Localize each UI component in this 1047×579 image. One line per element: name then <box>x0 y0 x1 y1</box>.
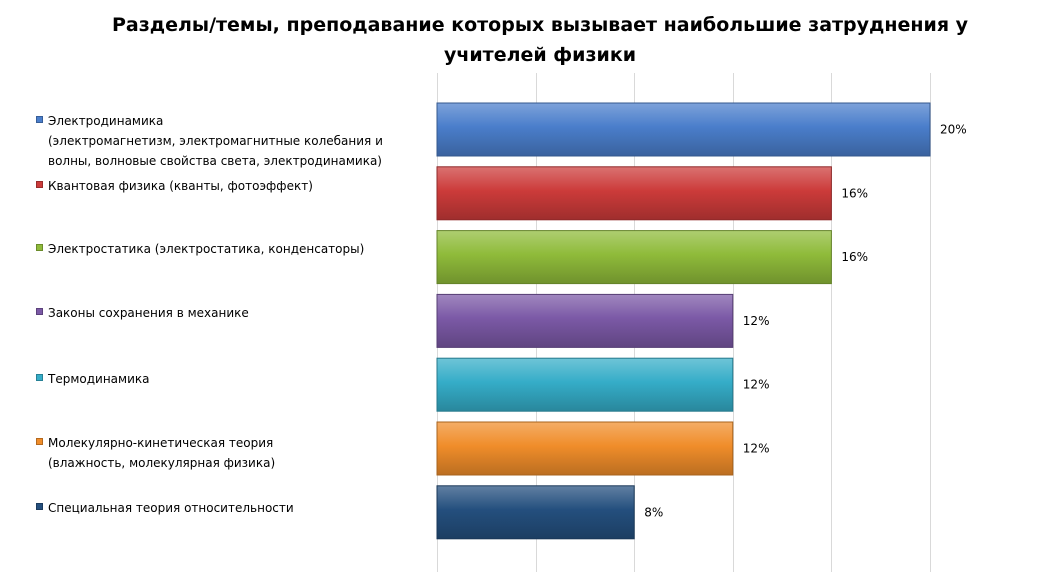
data-label: 8% <box>644 505 663 519</box>
legend-item: Специальная теория относительности <box>36 498 426 518</box>
legend-label: Термодинамика <box>48 372 150 386</box>
legend-swatch <box>36 244 43 251</box>
data-label: 20% <box>940 123 967 137</box>
bar <box>436 357 734 412</box>
data-label: 12% <box>743 314 770 328</box>
legend-item: Молекулярно-кинетическая теория (влажнос… <box>36 433 426 473</box>
legend-label: Специальная теория относительности <box>48 501 294 515</box>
legend-swatch <box>36 308 43 315</box>
chart-title: Разделы/темы, преподавание которых вызыв… <box>111 14 969 66</box>
legend-label: Электростатика (электростатика, конденса… <box>48 242 365 256</box>
data-label: 16% <box>841 186 868 200</box>
legend-item: Электродинамика (электромагнетизм, элект… <box>36 111 426 171</box>
bar <box>436 102 931 157</box>
legend-swatch <box>36 181 43 188</box>
legend-swatch <box>36 503 43 510</box>
data-label: 12% <box>743 442 770 456</box>
legend-label: Молекулярно-кинетическая теория (влажнос… <box>48 436 276 470</box>
legend-label: Электродинамика (электромагнетизм, элект… <box>48 114 383 168</box>
legend-swatch <box>36 116 43 123</box>
bar <box>436 485 635 540</box>
legend-item: Квантовая физика (кванты, фотоэффект) <box>36 176 426 196</box>
data-label: 16% <box>841 250 868 264</box>
data-label: 12% <box>743 378 770 392</box>
legend-item: Законы сохранения в механике <box>36 303 426 323</box>
legend-item: Электростатика (электростатика, конденса… <box>36 239 426 259</box>
bar <box>436 166 832 221</box>
bar <box>436 293 734 348</box>
bars <box>436 102 931 540</box>
legend-label: Законы сохранения в механике <box>48 306 249 320</box>
legend-label: Квантовая физика (кванты, фотоэффект) <box>48 179 313 193</box>
bar <box>436 421 734 476</box>
legend-item: Термодинамика <box>36 369 426 389</box>
data-labels: 20% 16% 16% 12% 12% 12% 8% <box>644 123 966 520</box>
legend-swatch <box>36 438 43 445</box>
bar <box>436 230 832 285</box>
legend-swatch <box>36 374 43 381</box>
